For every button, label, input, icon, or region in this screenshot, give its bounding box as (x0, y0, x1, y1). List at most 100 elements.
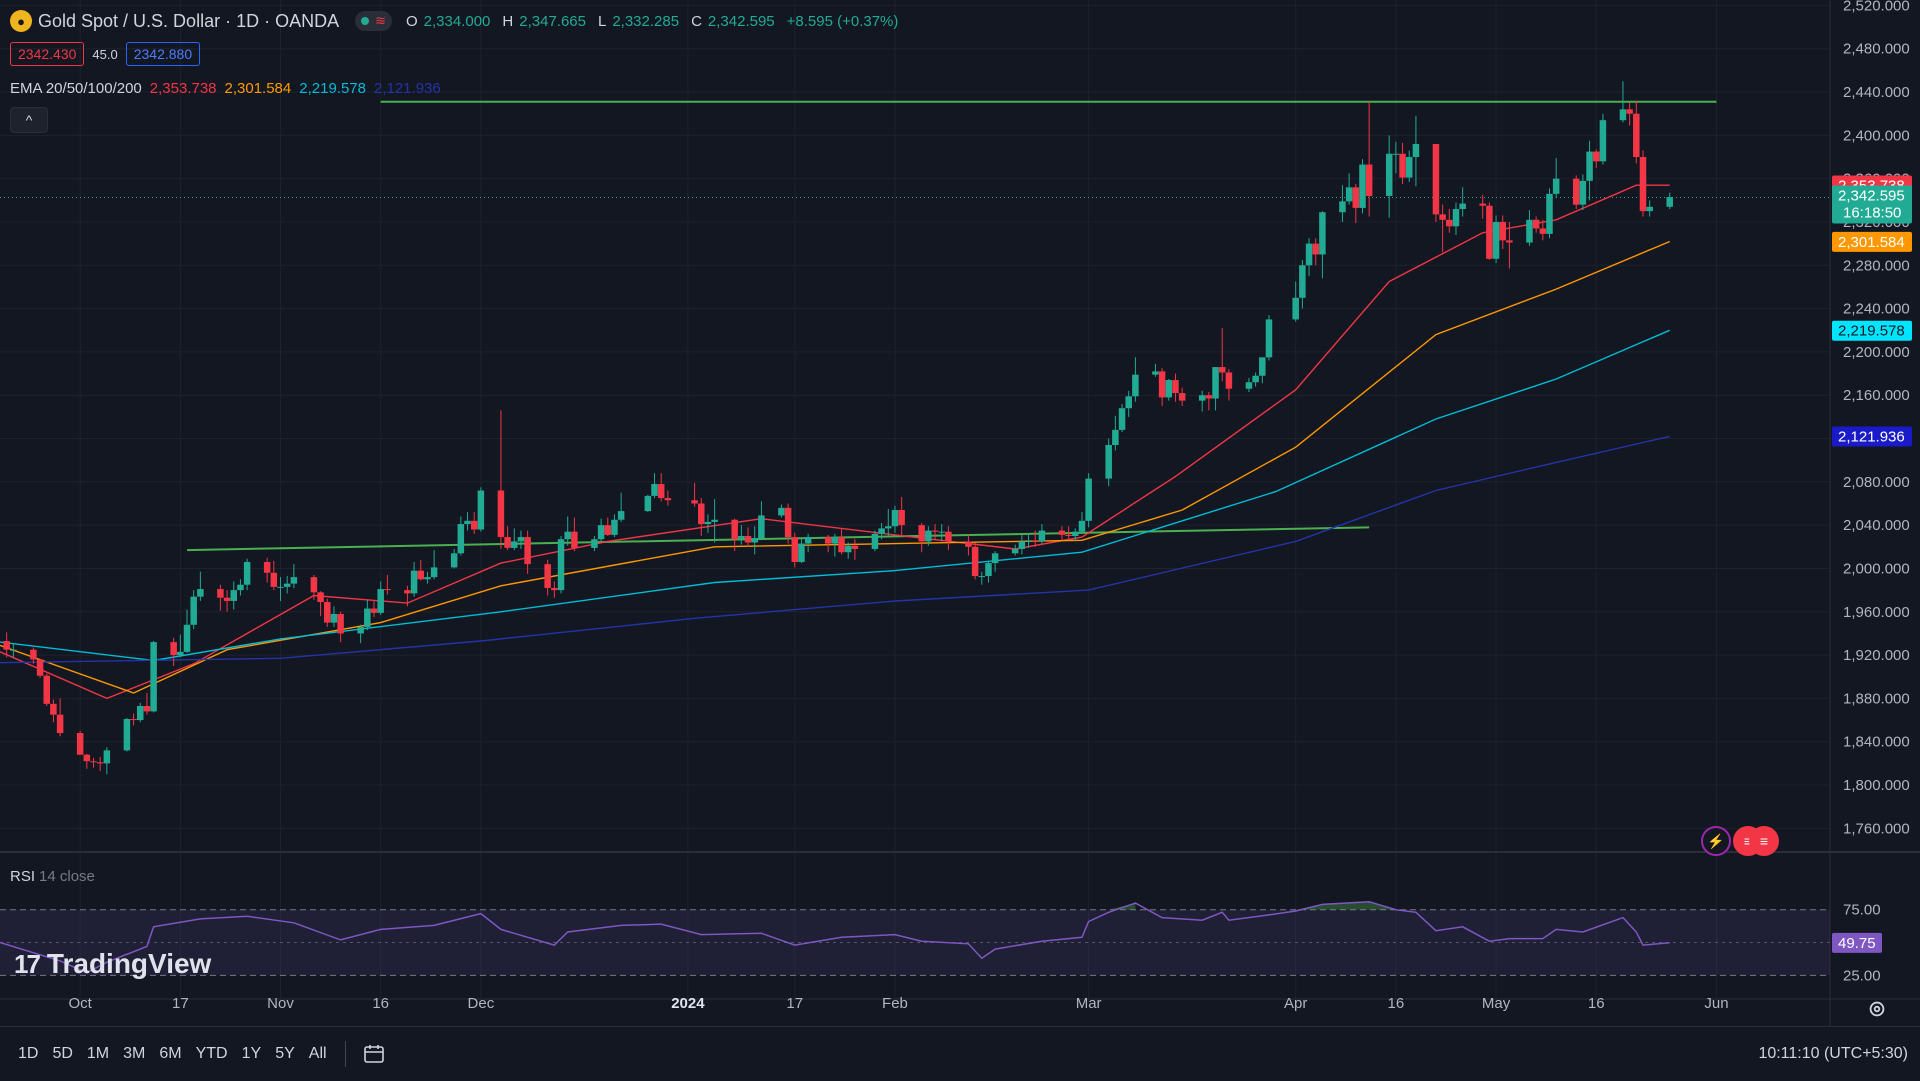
candle-body (1546, 193, 1553, 234)
candle-body (384, 589, 391, 591)
candle-body (370, 608, 378, 613)
candle-body (497, 490, 505, 538)
collapse-legend-button[interactable]: ^ (10, 107, 48, 133)
candle-body (1112, 429, 1119, 446)
candle-body (1646, 206, 1653, 212)
candle-body (310, 577, 318, 593)
range-5d-button[interactable]: 5D (52, 1045, 73, 1062)
candle-body (664, 498, 672, 501)
candle-body (551, 587, 558, 591)
price-tick-label: 1,880.000 (1843, 690, 1910, 707)
events-markers[interactable]: ⚡ ≡ ≡ (1701, 826, 1779, 856)
gear-icon[interactable] (1866, 998, 1888, 1020)
candle-body (571, 531, 578, 548)
candle-body (751, 538, 758, 543)
candle-body (1078, 520, 1086, 532)
candle-body (377, 589, 384, 613)
candle-body (657, 484, 665, 499)
range-6m-button[interactable]: 6M (159, 1045, 182, 1062)
candle-body (277, 586, 284, 588)
rsi-legend[interactable]: RSI 14 close (10, 868, 95, 885)
candle-body (1265, 319, 1273, 358)
candle-body (357, 626, 364, 634)
candle-body (885, 526, 892, 529)
candle-body (410, 570, 418, 594)
candle-body (217, 589, 224, 598)
symbol-title[interactable]: Gold Spot / U.S. Dollar · 1D · OANDA (38, 10, 340, 31)
timezone-clock[interactable]: 10:11:10 (UTC+5:30) (1758, 1045, 1908, 1062)
close-label: C (691, 12, 702, 30)
price-tick-label: 2,280.000 (1843, 257, 1910, 274)
price-axis-marker-label: 2,121.936 (1838, 428, 1905, 445)
candle-body (96, 762, 104, 764)
candle-body (364, 608, 371, 627)
candle-body (611, 519, 618, 535)
candle-body (1259, 357, 1266, 376)
sell-button[interactable]: 2342.430 (10, 42, 85, 66)
candle-body (1599, 120, 1607, 162)
candle-body (945, 531, 952, 542)
candle-body (1579, 180, 1587, 205)
time-axis-label: Feb (882, 995, 908, 1012)
candle-body (450, 553, 458, 568)
ema-line (0, 184, 1670, 700)
price-tick-label: 2,480.000 (1843, 41, 1910, 58)
range-5y-button[interactable]: 5Y (275, 1045, 295, 1062)
ema-legend[interactable]: EMA 20/50/100/200 2,353.738 2,301.584 2,… (10, 80, 441, 97)
bid-ask-row: 2342.430 45.0 2342.880 (10, 42, 201, 66)
candle-body (651, 484, 658, 496)
candle-body (1058, 530, 1066, 535)
price-tick-label: 2,400.000 (1843, 127, 1910, 144)
candle-body (270, 572, 278, 587)
candle-body (424, 577, 431, 580)
candle-body (564, 531, 571, 540)
candle-body (1412, 144, 1420, 158)
range-1m-button[interactable]: 1M (86, 1045, 110, 1062)
high-value: 2,347.665 (519, 12, 586, 30)
candle-body (1592, 151, 1600, 162)
candle-body (263, 561, 271, 573)
tradingview-watermark[interactable]: 17 TradingView (14, 948, 211, 980)
candle-body (1499, 221, 1506, 241)
range-1d-button[interactable]: 1D (18, 1045, 39, 1062)
candle-body (1532, 219, 1540, 229)
lightning-event-icon[interactable]: ⚡ (1701, 826, 1731, 856)
range-ytd-button[interactable]: YTD (195, 1045, 228, 1062)
candle-body (1633, 113, 1640, 158)
candle-body (283, 583, 291, 587)
candle-body (1586, 151, 1593, 181)
candle-body (804, 537, 812, 544)
close-value: 2,342.595 (707, 12, 775, 30)
low-value: 2,332.285 (612, 12, 680, 30)
range-3m-button[interactable]: 3M (123, 1045, 146, 1062)
candle-body (965, 541, 972, 547)
market-status-pill[interactable]: ≋ (355, 11, 392, 31)
ema-label: EMA 20/50/100/200 (10, 80, 142, 97)
candle-body (1118, 408, 1126, 430)
buy-button[interactable]: 2342.880 (125, 42, 201, 66)
calendar-goto-icon[interactable] (362, 1042, 386, 1066)
us-flag-event-icon-2[interactable]: ≡ (1749, 826, 1779, 856)
range-all-button[interactable]: All (308, 1045, 327, 1062)
candle-body (1225, 372, 1233, 389)
candle-body (1539, 228, 1547, 234)
candle-body (617, 511, 625, 520)
price-tick-label: 1,920.000 (1843, 647, 1910, 664)
rsi-level-label: 25.00 (1843, 967, 1881, 984)
rsi-band (0, 909, 1830, 976)
candle-body (1459, 203, 1466, 209)
range-1y-button[interactable]: 1Y (241, 1045, 262, 1062)
candle-body (1452, 208, 1460, 227)
price-axis-marker (1832, 320, 1912, 341)
candle-body (1319, 212, 1326, 255)
candle-body (691, 500, 698, 504)
candle-body (731, 519, 738, 540)
price-tick-label: 2,520.000 (1843, 0, 1910, 14)
price-chart[interactable]: 1,760.000 1,800.000 1,840.000 1,880.000 1,92… (0, 0, 1920, 1026)
time-axis-label: Apr (1284, 995, 1307, 1012)
candle-body (1038, 530, 1046, 542)
watermark-text: TradingView (46, 948, 212, 979)
candle-body (938, 531, 945, 533)
price-axis-marker (1832, 185, 1912, 224)
time-axis-label: 2024 (671, 995, 705, 1012)
